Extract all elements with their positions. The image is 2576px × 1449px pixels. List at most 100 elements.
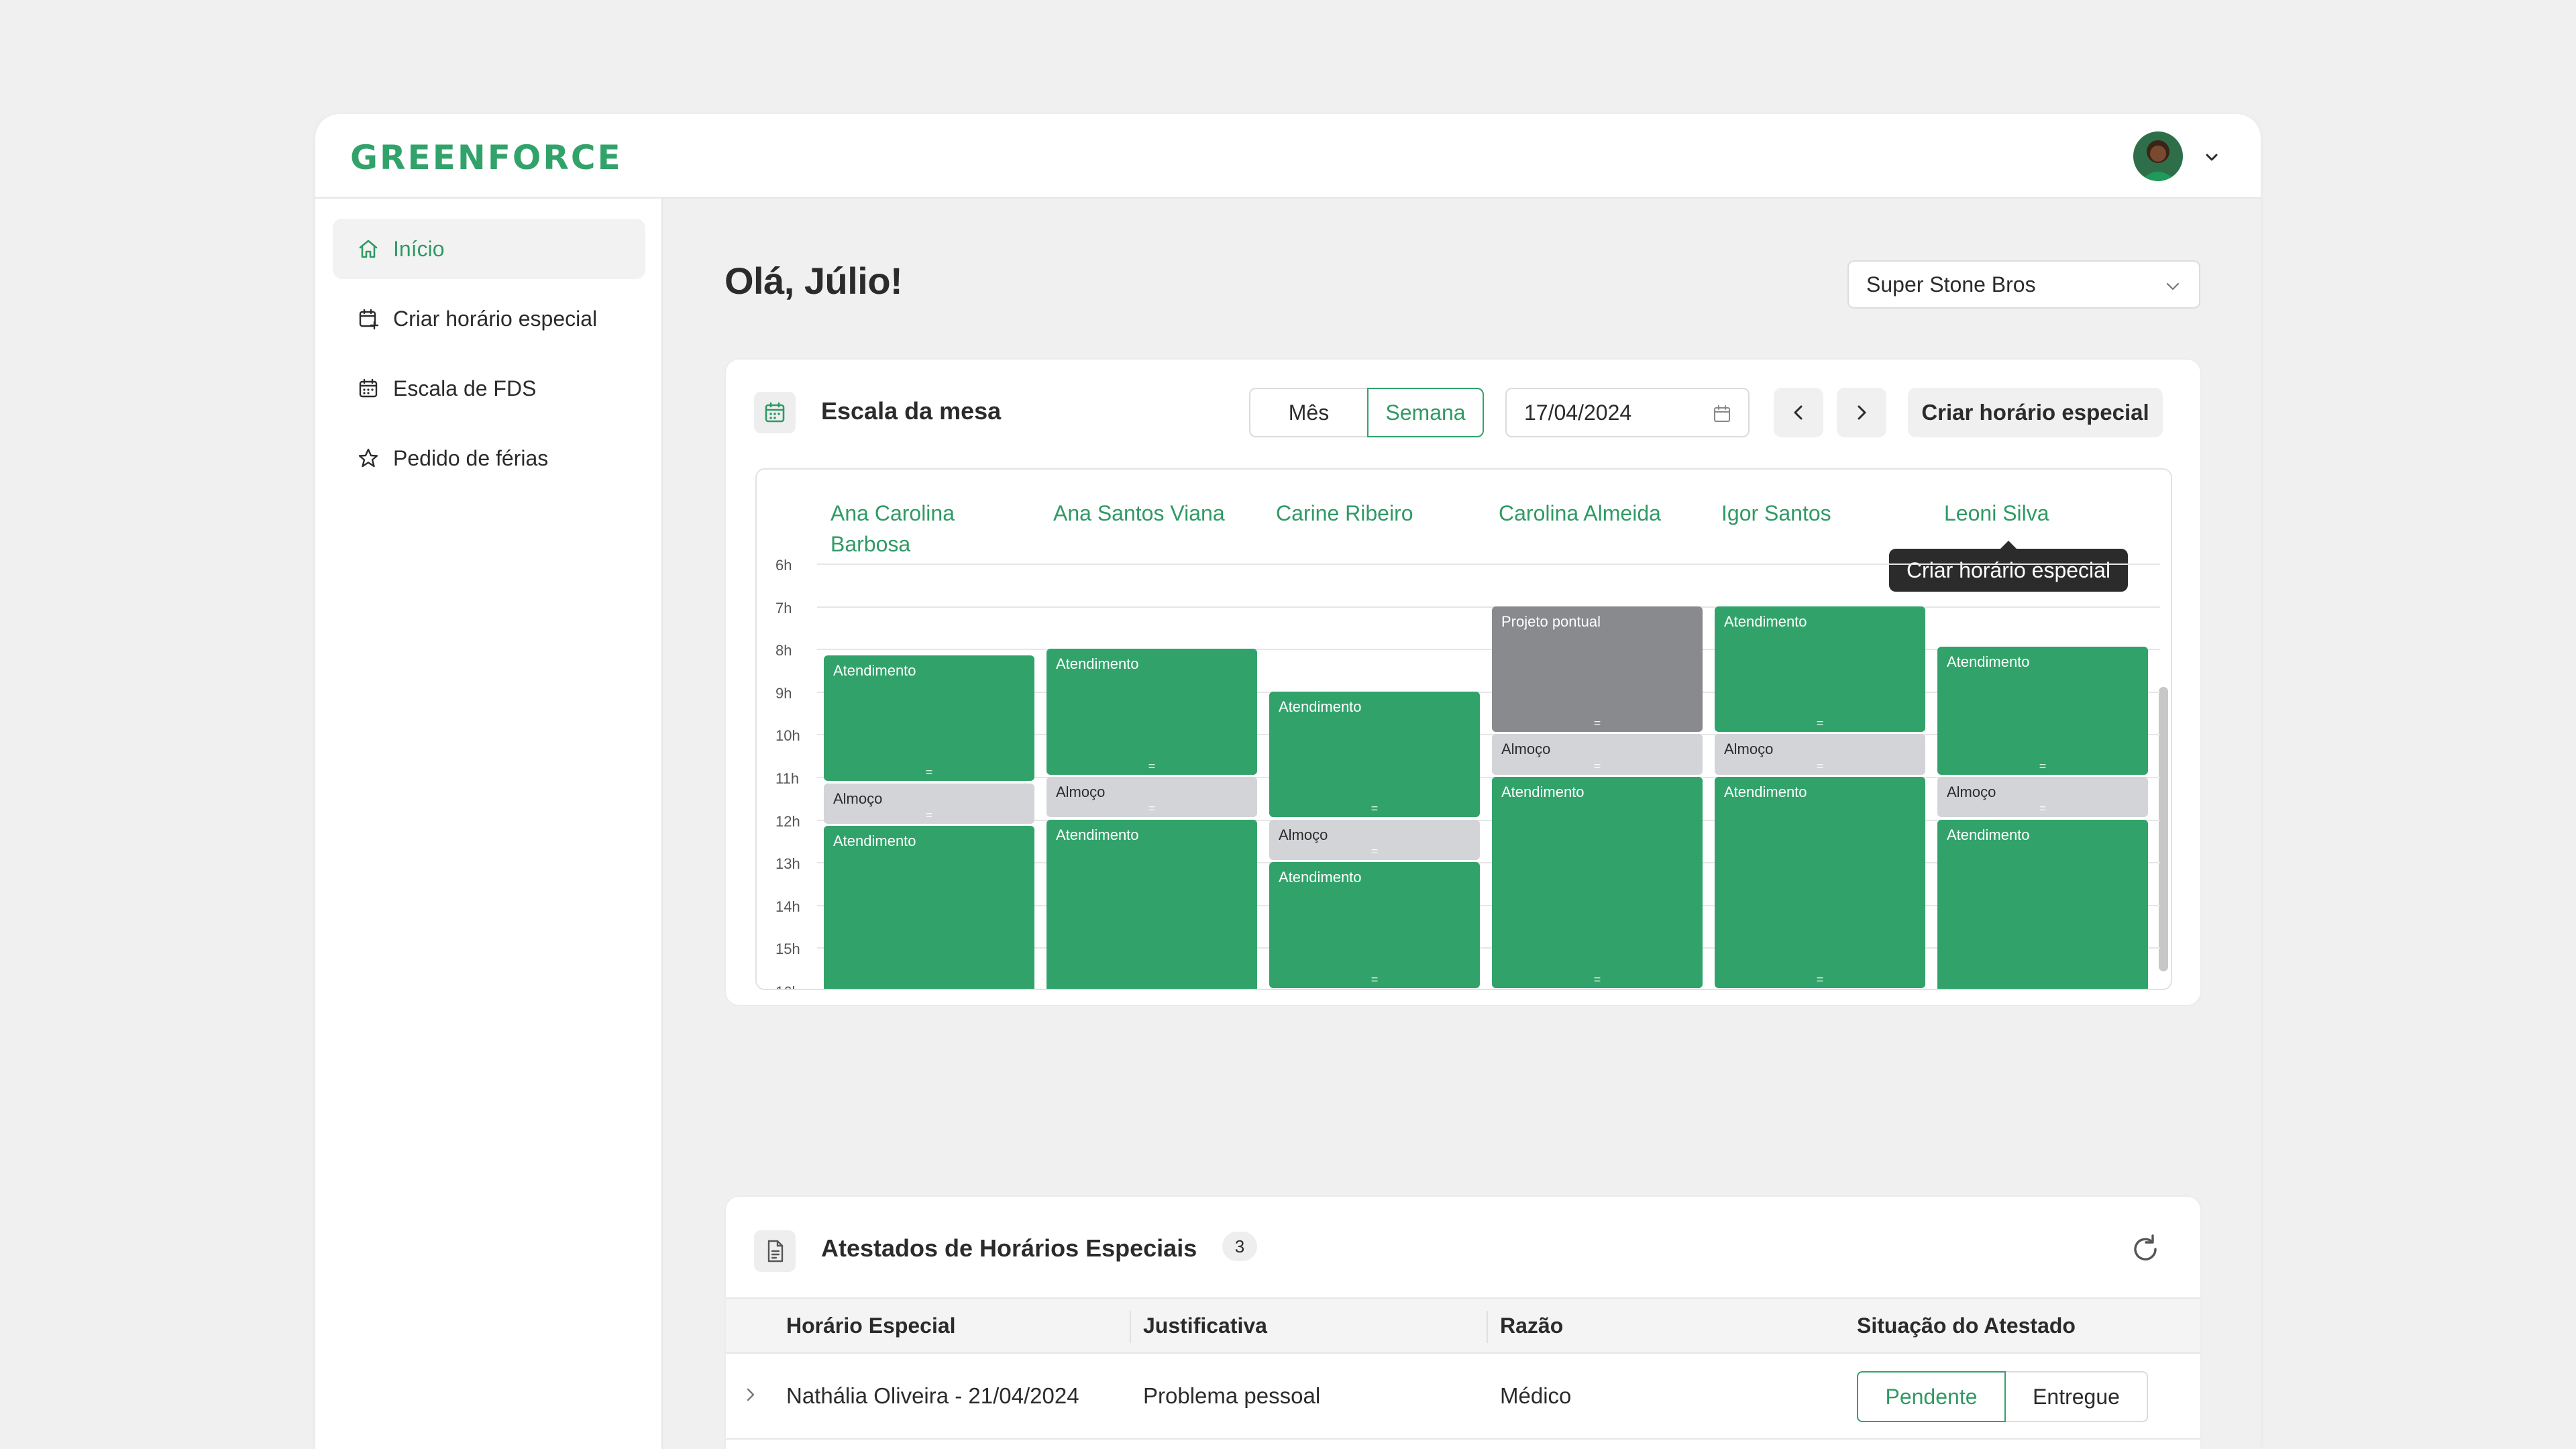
hour-label: 14h [775, 898, 800, 915]
hour-gridline [817, 862, 2160, 864]
team-select-value: Super Stone Bros [1866, 272, 2036, 297]
app-window: GREENFORCE Início Criar horário especial… [315, 114, 2261, 1449]
sidebar-item-label: Escala de FDS [393, 376, 537, 400]
resize-handle-icon[interactable]: = [1371, 972, 1379, 986]
resize-handle-icon[interactable]: = [925, 808, 933, 822]
hour-label: 15h [775, 941, 800, 958]
event-label: Almoço [833, 790, 883, 807]
cell-reason: Médico [1500, 1383, 1572, 1408]
hour-label: 13h [775, 855, 800, 873]
resize-handle-icon[interactable]: = [2039, 759, 2047, 773]
view-toggle: Mês Semana [1249, 388, 1484, 437]
schedule-event[interactable]: Almoço = [1046, 777, 1257, 818]
resize-handle-icon[interactable]: = [925, 765, 933, 780]
resize-handle-icon[interactable]: = [1371, 845, 1379, 858]
column-divider [1130, 1311, 1131, 1343]
sidebar-item-label: Criar horário especial [393, 306, 598, 331]
column-header: Justificativa [1143, 1313, 1267, 1338]
resize-handle-icon[interactable]: = [2039, 802, 2047, 816]
event-label: Almoço [1947, 784, 1996, 800]
event-label: Projeto pontual [1501, 612, 1601, 630]
schedule-event[interactable]: Almoço = [1492, 734, 1703, 775]
home-icon [359, 239, 378, 258]
schedule-event[interactable]: Atendimento= [1046, 819, 1257, 989]
resize-handle-icon[interactable]: = [1593, 716, 1601, 731]
schedule-event[interactable]: Atendimento = [824, 655, 1034, 782]
hour-gridline [817, 904, 2160, 906]
sidebar-item-inicio[interactable]: Início [333, 219, 645, 279]
chevron-right-icon[interactable] [741, 1385, 761, 1405]
chevron-left-icon [1794, 405, 1803, 420]
schedule-event[interactable]: Atendimento= [1269, 691, 1480, 818]
schedule-event[interactable]: Atendimento= [824, 826, 1034, 989]
column-divider [1487, 1311, 1488, 1343]
sidebar-item-escala-fds[interactable]: Escala de FDS [333, 358, 645, 419]
view-week-button[interactable]: Semana [1367, 388, 1484, 437]
avatar[interactable] [2133, 131, 2183, 181]
schedule-event[interactable]: Almoço = [1715, 734, 1925, 775]
hour-label: 9h [775, 684, 792, 702]
resize-handle-icon[interactable]: = [1593, 972, 1601, 986]
refresh-icon[interactable] [2128, 1232, 2163, 1267]
schedule-card: Escala da mesa Mês Semana 17/04/2024 Cri… [724, 358, 2202, 1006]
schedule-event[interactable]: Atendimento= [1715, 606, 1925, 733]
sidebar-item-label: Pedido de férias [393, 445, 549, 470]
team-select[interactable]: Super Stone Bros [1847, 260, 2200, 309]
resize-handle-icon[interactable]: = [1593, 759, 1601, 773]
status-delivered-button[interactable]: Entregue [2006, 1371, 2148, 1422]
hour-gridline [817, 691, 2160, 693]
person-column-header[interactable]: Carine Ribeiro [1276, 501, 1413, 525]
top-bar: GREENFORCE [315, 114, 2261, 199]
hour-gridline [817, 777, 2160, 778]
create-special-schedule-button[interactable]: Criar horário especial [1908, 388, 2163, 437]
resize-handle-icon[interactable]: = [1816, 972, 1824, 986]
event-label: Almoço [1279, 826, 1328, 843]
schedule-event[interactable]: Almoço = [1269, 819, 1480, 860]
schedule-event[interactable]: Atendimento= [1937, 647, 2148, 775]
person-column-header[interactable]: Leoni Silva [1944, 501, 2049, 525]
hour-label: 16h [775, 983, 800, 989]
person-column-header[interactable]: Carolina Almeida [1499, 501, 1661, 525]
event-label: Atendimento [1947, 826, 2030, 843]
person-column-header[interactable]: Igor Santos [1721, 501, 1831, 525]
resize-handle-icon[interactable]: = [1148, 759, 1156, 773]
schedule-event[interactable]: Atendimento= [1492, 777, 1703, 988]
tooltip: Criar horário especial [1889, 541, 2128, 592]
hour-label: 12h [775, 812, 800, 830]
schedule-grid: Criar horário especial 6h 7h 8h 9h 10h 11h 12h… [755, 468, 2172, 990]
schedule-event[interactable]: Almoço = [824, 783, 1034, 824]
event-label: Atendimento [833, 661, 916, 679]
column-header: Razão [1500, 1313, 1564, 1338]
hour-gridline [817, 819, 2160, 821]
resize-handle-icon[interactable]: = [1371, 802, 1379, 816]
hour-label: 10h [775, 727, 800, 745]
event-label: Atendimento [1279, 869, 1362, 886]
resize-handle-icon[interactable]: = [1148, 802, 1156, 816]
event-label: Atendimento [833, 833, 916, 850]
sidebar-item-criar-horario[interactable]: Criar horário especial [333, 288, 645, 349]
hour-gridline [817, 606, 2160, 608]
cell-special-schedule: Nathália Oliveira - 21/04/2024 [786, 1383, 1079, 1408]
prev-button[interactable] [1774, 388, 1823, 437]
resize-handle-icon[interactable]: = [1816, 716, 1824, 731]
chevron-down-icon[interactable] [2202, 148, 2222, 168]
schedule-event[interactable]: Atendimento = [1269, 862, 1480, 988]
person-column-header[interactable]: Ana Santos Viana [1053, 501, 1225, 525]
status-pending-button[interactable]: Pendente [1857, 1371, 2006, 1422]
schedule-event[interactable]: Atendimento= [1937, 819, 2148, 989]
schedule-event[interactable]: Atendimento= [1715, 777, 1925, 988]
resize-handle-icon[interactable]: = [1816, 759, 1824, 773]
table-row[interactable]: Nathália Oliveira - 21/04/2024 Problema … [726, 1354, 2200, 1440]
schedule-event[interactable]: Almoço = [1937, 777, 2148, 818]
view-month-button[interactable]: Mês [1249, 388, 1367, 437]
sidebar-item-pedido-ferias[interactable]: Pedido de férias [333, 428, 645, 488]
chevron-right-icon [1858, 405, 1866, 420]
schedule-event[interactable]: Atendimento= [1046, 649, 1257, 775]
next-button[interactable] [1837, 388, 1886, 437]
date-value: 17/04/2024 [1524, 400, 1632, 425]
date-input[interactable]: 17/04/2024 [1505, 388, 1750, 437]
schedule-event[interactable]: Projeto pontual = [1492, 606, 1703, 733]
vertical-scrollbar[interactable] [2159, 687, 2168, 971]
hour-gridline [817, 649, 2160, 651]
person-column-header[interactable]: Ana Carolina Barbosa [830, 501, 955, 556]
